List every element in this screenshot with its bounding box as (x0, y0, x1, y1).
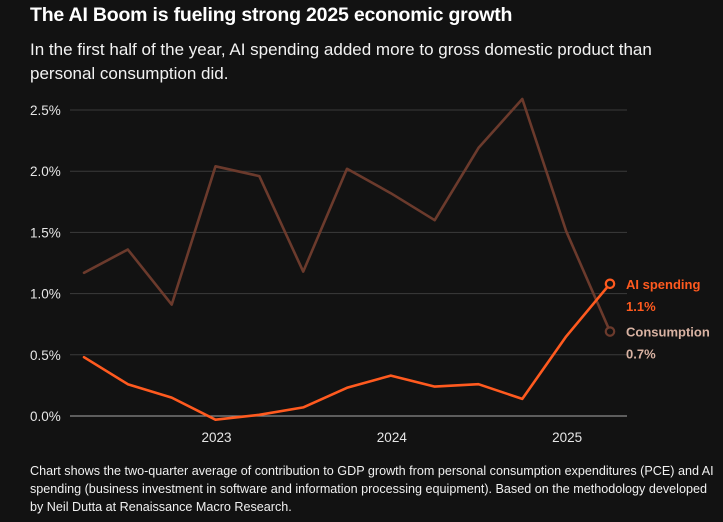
series-value-label: 0.7% (626, 347, 656, 362)
y-tick-label: 1.5% (30, 225, 61, 240)
series-end-point (604, 278, 616, 290)
y-tick-label: 1.0% (30, 287, 61, 302)
series-name-label: Consumption (626, 325, 710, 340)
x-tick-label: 2024 (377, 430, 408, 445)
series-line-consumption (82, 97, 612, 333)
chart-title: The AI Boom is fueling strong 2025 econo… (30, 4, 513, 26)
line-chart: 0.0% 0.5% 1.0% 1.5% 2.0% 2.5% 2023 2024 2025 Co… (30, 97, 710, 445)
chart-subtitle: In the first half of the year, AI spendi… (30, 40, 652, 83)
gridlines (70, 109, 627, 417)
series-end-markers: Consumption 0.7% AI spending 1.1% (604, 277, 710, 362)
series-lines (82, 97, 612, 422)
x-axis-ticks: 2023 2024 2025 (201, 430, 582, 445)
y-tick-label: 0.5% (30, 348, 61, 363)
x-tick-label: 2023 (201, 430, 231, 445)
series-end-point (604, 326, 616, 337)
x-tick-label: 2025 (552, 430, 582, 445)
y-tick-label: 2.0% (30, 164, 61, 179)
series-line-ai-spending (82, 282, 612, 422)
y-axis-ticks: 0.0% 0.5% 1.0% 1.5% 2.0% 2.5% (30, 103, 61, 424)
series-value-label: 1.1% (626, 299, 656, 314)
chart-footnote: Chart shows the two-quarter average of c… (30, 464, 714, 514)
y-tick-label: 2.5% (30, 103, 61, 118)
series-name-label: AI spending (626, 277, 700, 292)
y-tick-label: 0.0% (30, 409, 61, 424)
